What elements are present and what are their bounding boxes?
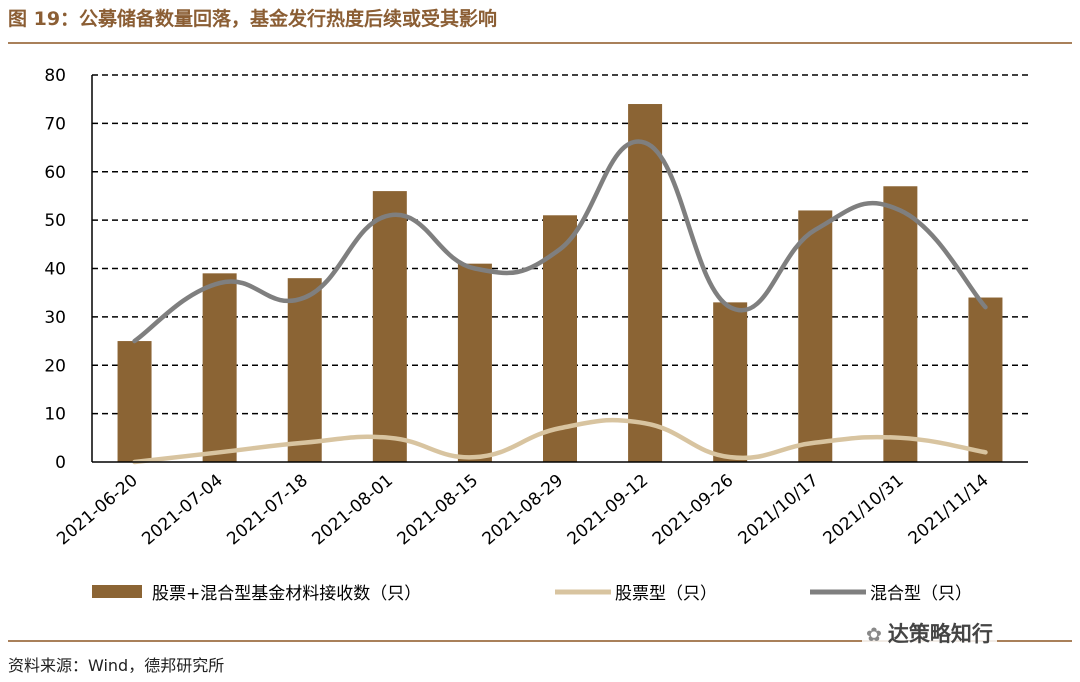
title-divider	[8, 42, 1072, 44]
source-note: 资料来源：Wind，德邦研究所	[8, 656, 225, 675]
bar	[287, 278, 322, 462]
series-line-stock	[132, 417, 988, 465]
bar	[968, 297, 1003, 462]
y-tick-label: 80	[44, 66, 66, 86]
y-tick-label: 70	[44, 114, 66, 134]
x-tick-label: 2021-06-20	[53, 471, 142, 550]
legend-label: 股票型（只）	[615, 584, 717, 604]
x-tick-label: 2021-08-15	[394, 471, 483, 550]
chart-title: 图 19：公募储备数量回落，基金发行热度后续或受其影响	[8, 8, 498, 30]
x-tick-label: 2021/11/14	[905, 471, 993, 549]
y-tick-label: 30	[44, 308, 66, 328]
y-tick-label: 0	[55, 453, 66, 473]
x-tick-label: 2021-07-04	[138, 471, 227, 550]
bar	[798, 210, 833, 462]
y-tick-label: 20	[44, 356, 66, 376]
legend-label: 股票+混合型基金材料接收数（只）	[152, 584, 421, 604]
x-tick-label: 2021-09-26	[649, 471, 738, 550]
legend-label: 混合型（只）	[870, 584, 972, 604]
x-tick-label: 2021/10/31	[820, 471, 908, 549]
y-tick-label: 60	[44, 163, 66, 183]
bar	[457, 263, 492, 462]
x-tick-label: 2021-08-29	[479, 471, 568, 550]
watermark-text: 达策略知行	[887, 622, 993, 646]
bar	[202, 273, 237, 462]
watermark: ✿ 达策略知行	[862, 618, 997, 648]
series-line-mixed	[132, 139, 988, 344]
y-tick-label: 10	[44, 405, 66, 425]
legend-swatch	[92, 585, 142, 598]
chart: 010203040506070802021-06-202021-07-04202…	[44, 66, 1028, 604]
x-tick-label: 2021-09-12	[564, 471, 653, 550]
bar	[713, 302, 748, 462]
wechat-icon: ✿	[866, 624, 882, 646]
y-tick-label: 50	[44, 211, 66, 231]
footer-divider	[8, 640, 1072, 642]
x-tick-label: 2021/10/17	[735, 471, 823, 549]
x-tick-label: 2021-08-01	[308, 471, 397, 550]
y-tick-label: 40	[44, 260, 66, 280]
bar	[883, 186, 918, 462]
bar	[628, 104, 663, 463]
bar	[117, 341, 152, 462]
bar	[372, 191, 407, 462]
x-tick-label: 2021-07-18	[223, 471, 312, 550]
